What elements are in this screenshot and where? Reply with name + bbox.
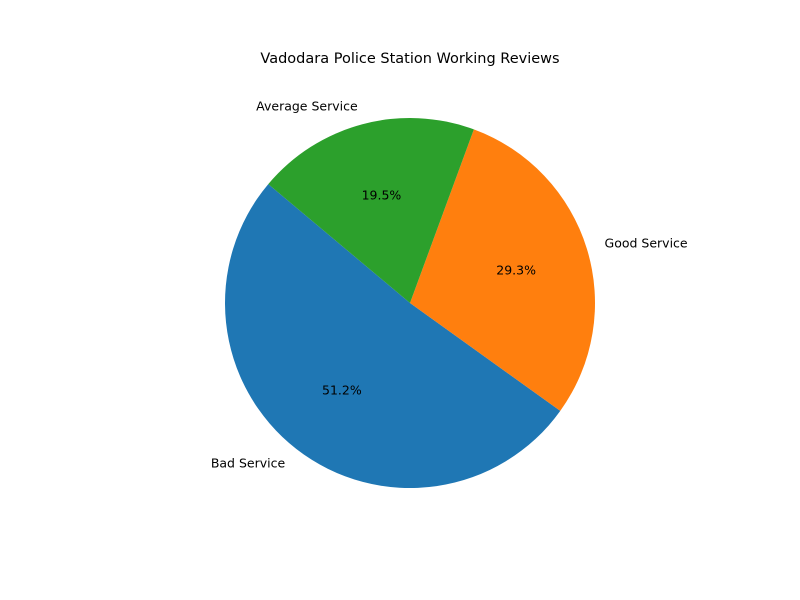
percent-label-average-service: 19.5%	[362, 188, 402, 203]
percent-label-good-service: 29.3%	[496, 262, 536, 277]
pie-slice-good-service	[410, 129, 596, 411]
pie-slices	[225, 118, 596, 488]
category-label-bad-service: Bad Service	[211, 456, 286, 471]
pie-slice-bad-service	[225, 184, 561, 488]
pie-slice-average-service	[268, 118, 474, 303]
pie-labels: Bad Service 51.2% Good Service 29.3% Average…	[211, 98, 688, 470]
percent-label-bad-service: 51.2%	[322, 383, 362, 398]
category-label-average-service: Average Service	[256, 98, 358, 113]
category-label-good-service: Good Service	[605, 235, 688, 250]
chart-title: Vadodara Police Station Working Reviews	[260, 51, 559, 67]
